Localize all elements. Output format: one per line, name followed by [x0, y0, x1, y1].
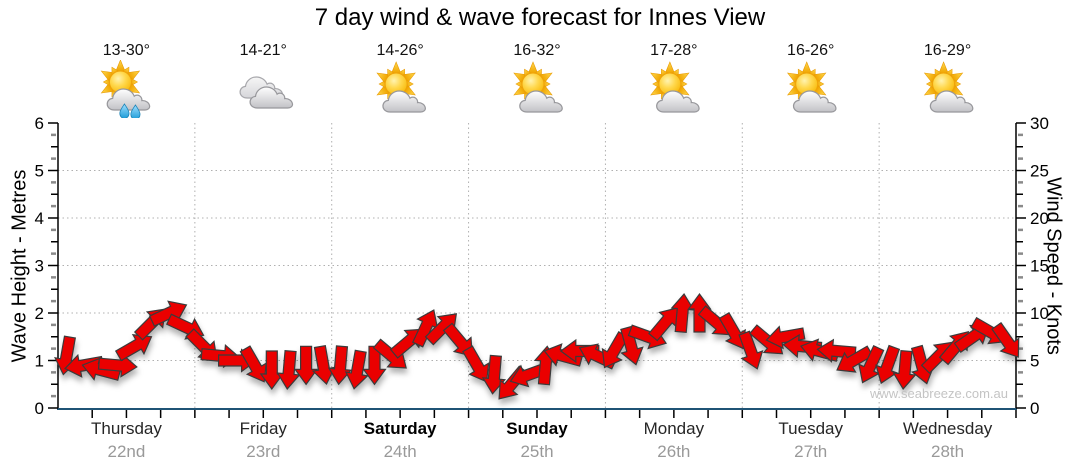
day-temperature: 16-32°	[513, 42, 561, 59]
day-temperature: 17-28°	[650, 42, 698, 59]
wind-arrow	[858, 344, 885, 384]
day-name: Monday	[643, 419, 705, 438]
left-axis-tick-label: 6	[35, 114, 44, 133]
wind-arrow	[991, 321, 1020, 358]
wind-arrow	[718, 311, 746, 350]
wind-arrow	[765, 325, 806, 350]
day-date: 27th	[794, 442, 828, 461]
day-name: Thursday	[90, 419, 162, 438]
wind-arrow	[276, 349, 301, 390]
day-name: Sunday	[506, 419, 568, 438]
chart-title: 7 day wind & wave forecast for Innes Vie…	[314, 4, 766, 31]
wind-arrow	[424, 313, 458, 346]
wind-arrow-band	[54, 292, 1020, 400]
wind-arrow	[601, 330, 630, 369]
wind-arrow	[738, 330, 764, 370]
left-axis-tick-label: 4	[35, 209, 44, 228]
day-temperature: 16-26°	[787, 42, 835, 59]
wind-arrow	[344, 349, 369, 390]
day-temperature: 13-30°	[102, 42, 151, 59]
day-date: 24th	[383, 442, 417, 461]
right-axis-tick-label: 30	[1030, 114, 1049, 133]
wind-arrow	[892, 349, 917, 390]
day-temperature: 14-26°	[376, 42, 424, 59]
right-axis-tick-label: 5	[1030, 352, 1039, 371]
left-axis-tick-label: 3	[35, 257, 44, 276]
wind-arrow	[481, 354, 507, 395]
wind-arrow	[327, 345, 353, 386]
day-date: 26th	[657, 442, 691, 461]
day-date: 22nd	[107, 442, 146, 461]
left-axis-tick-label: 1	[35, 352, 44, 371]
wind-arrow	[411, 309, 439, 348]
right-axis-tick-label: 0	[1030, 399, 1039, 418]
left-axis-tick-label: 5	[35, 162, 44, 181]
day-temperature: 14-21°	[239, 42, 287, 59]
left-axis-title: Wave Height - Metres	[8, 169, 31, 363]
day-temperature: 16-29°	[923, 42, 972, 59]
right-axis-tick-label: 10	[1030, 304, 1049, 323]
right-axis-tick-label: 15	[1030, 257, 1049, 276]
day-date: 25th	[520, 442, 554, 461]
left-axis-tick-label: 0	[35, 399, 44, 418]
day-name: Wednesday	[902, 419, 993, 438]
wind-arrow	[293, 345, 319, 386]
left-axis-tick-label: 2	[35, 304, 44, 323]
wind-arrow	[239, 345, 267, 383]
right-axis-title: Wind Speed - Knots	[1042, 177, 1065, 355]
wind-arrow	[362, 345, 387, 386]
day-name: Saturday	[363, 419, 437, 438]
watermark: www.seabreeze.com.au	[869, 386, 1008, 401]
day-name: Friday	[239, 419, 287, 438]
day-name: Tuesday	[778, 419, 843, 438]
wind-arrow	[462, 345, 490, 383]
day-date: 23rd	[246, 442, 281, 461]
tick-labels: 0 01 52 103 154 205 256 30	[35, 114, 1049, 418]
wind-arrow	[836, 345, 874, 373]
wind-arrow	[442, 322, 473, 357]
right-axis-tick-label: 25	[1030, 162, 1049, 181]
axes	[48, 122, 1026, 418]
wind-arrow	[114, 334, 153, 362]
wind-arrow	[620, 325, 644, 366]
right-axis-tick-label: 20	[1030, 209, 1049, 228]
day-date: 28th	[931, 442, 965, 461]
wind-arrow	[670, 293, 695, 334]
